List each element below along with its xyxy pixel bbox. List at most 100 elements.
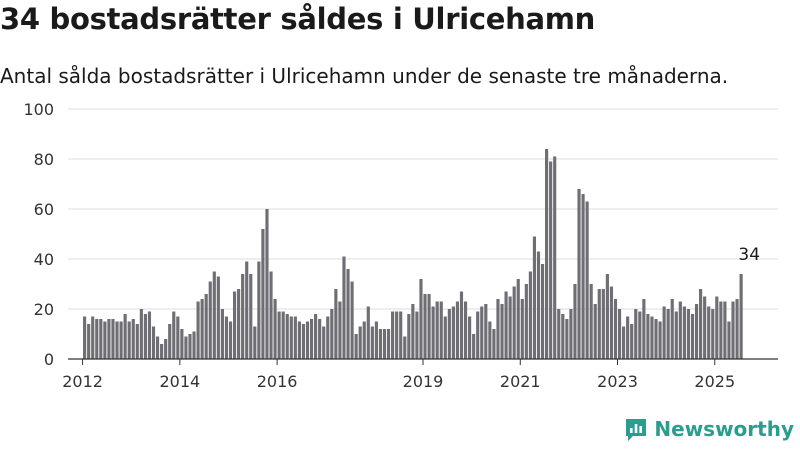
bar (459, 291, 464, 359)
bar (569, 309, 573, 359)
bar (354, 334, 358, 359)
gridlines (68, 108, 778, 310)
bar (160, 344, 164, 359)
bar (735, 299, 739, 359)
bar (111, 319, 115, 359)
bar (245, 261, 249, 359)
bar (638, 311, 642, 359)
bar (731, 301, 735, 359)
bar (617, 309, 622, 359)
bar (115, 321, 119, 359)
bar (532, 236, 537, 359)
bar (237, 289, 241, 359)
chart-title: 34 bostadsrätter såldes i Ulricehamn (0, 2, 595, 36)
bar (443, 316, 447, 359)
bar (164, 339, 168, 359)
bar (301, 324, 306, 359)
bar (350, 281, 354, 359)
y-tick-label: 100 (23, 100, 54, 119)
bar (309, 319, 314, 359)
x-tick-label: 2023 (597, 372, 638, 391)
chart-subtitle: Antal sålda bostadsrätter i Ulricehamn u… (0, 64, 729, 88)
bar (468, 316, 472, 359)
bar (463, 301, 468, 359)
bar (593, 304, 597, 359)
brand-name: Newsworthy (654, 417, 794, 441)
bar (249, 274, 253, 359)
bar (131, 319, 135, 359)
bar (690, 314, 695, 359)
bar (269, 271, 273, 359)
bar (220, 309, 224, 359)
bar (318, 319, 322, 359)
bar (200, 299, 204, 359)
bar (557, 309, 561, 359)
bar (232, 291, 237, 359)
axes: 0 20 40 60 80 100 2012 2014 2016 2019 2021 2023 2025 (23, 100, 778, 391)
bar (500, 304, 504, 359)
x-tick-label: 2014 (159, 372, 200, 391)
bar (488, 321, 492, 359)
bar (374, 321, 378, 359)
bar (147, 311, 152, 359)
y-tick-label: 80 (34, 150, 54, 169)
bar (699, 289, 703, 359)
bar (151, 326, 156, 359)
bar (666, 309, 670, 359)
bar (342, 256, 346, 359)
bar (662, 306, 666, 359)
bar (143, 314, 147, 359)
bar (508, 296, 512, 359)
bar (139, 309, 143, 359)
bar (516, 279, 520, 359)
bar (654, 319, 658, 359)
bar (285, 314, 289, 359)
bar (419, 279, 423, 359)
bar (694, 304, 699, 359)
bar (549, 161, 553, 359)
bar (626, 316, 630, 359)
bar (366, 306, 370, 359)
x-tick-label: 2025 (694, 372, 735, 391)
bar (228, 321, 233, 359)
bar (314, 314, 318, 359)
bar (707, 306, 711, 359)
bar (561, 314, 565, 359)
bar (727, 321, 731, 359)
bar (172, 311, 176, 359)
bar (216, 276, 220, 359)
bar (265, 209, 269, 359)
bar (540, 264, 545, 359)
bar (480, 306, 484, 359)
bar (435, 301, 439, 359)
x-tick-label: 2016 (257, 372, 298, 391)
bar (585, 201, 589, 359)
bar (674, 311, 678, 359)
bar (95, 319, 99, 359)
bar (439, 301, 443, 359)
bar (395, 311, 399, 359)
bar (208, 281, 212, 359)
y-tick-label: 40 (34, 250, 54, 269)
bar (646, 314, 650, 359)
bar (326, 316, 330, 359)
bar (528, 271, 532, 359)
bar (241, 274, 245, 359)
bar (346, 269, 350, 359)
bar (180, 329, 184, 359)
bar (322, 326, 326, 359)
highlight-value-label: 34 (738, 245, 760, 265)
bar (589, 284, 593, 359)
bar (370, 326, 374, 359)
bar (293, 316, 297, 359)
bar (686, 309, 691, 359)
bar (613, 299, 618, 359)
bar (338, 301, 342, 359)
bar (127, 321, 131, 359)
bar (545, 149, 549, 359)
bar (658, 321, 662, 359)
bar (403, 336, 407, 359)
bar (107, 319, 111, 359)
bars (83, 149, 743, 359)
bar (609, 286, 614, 359)
